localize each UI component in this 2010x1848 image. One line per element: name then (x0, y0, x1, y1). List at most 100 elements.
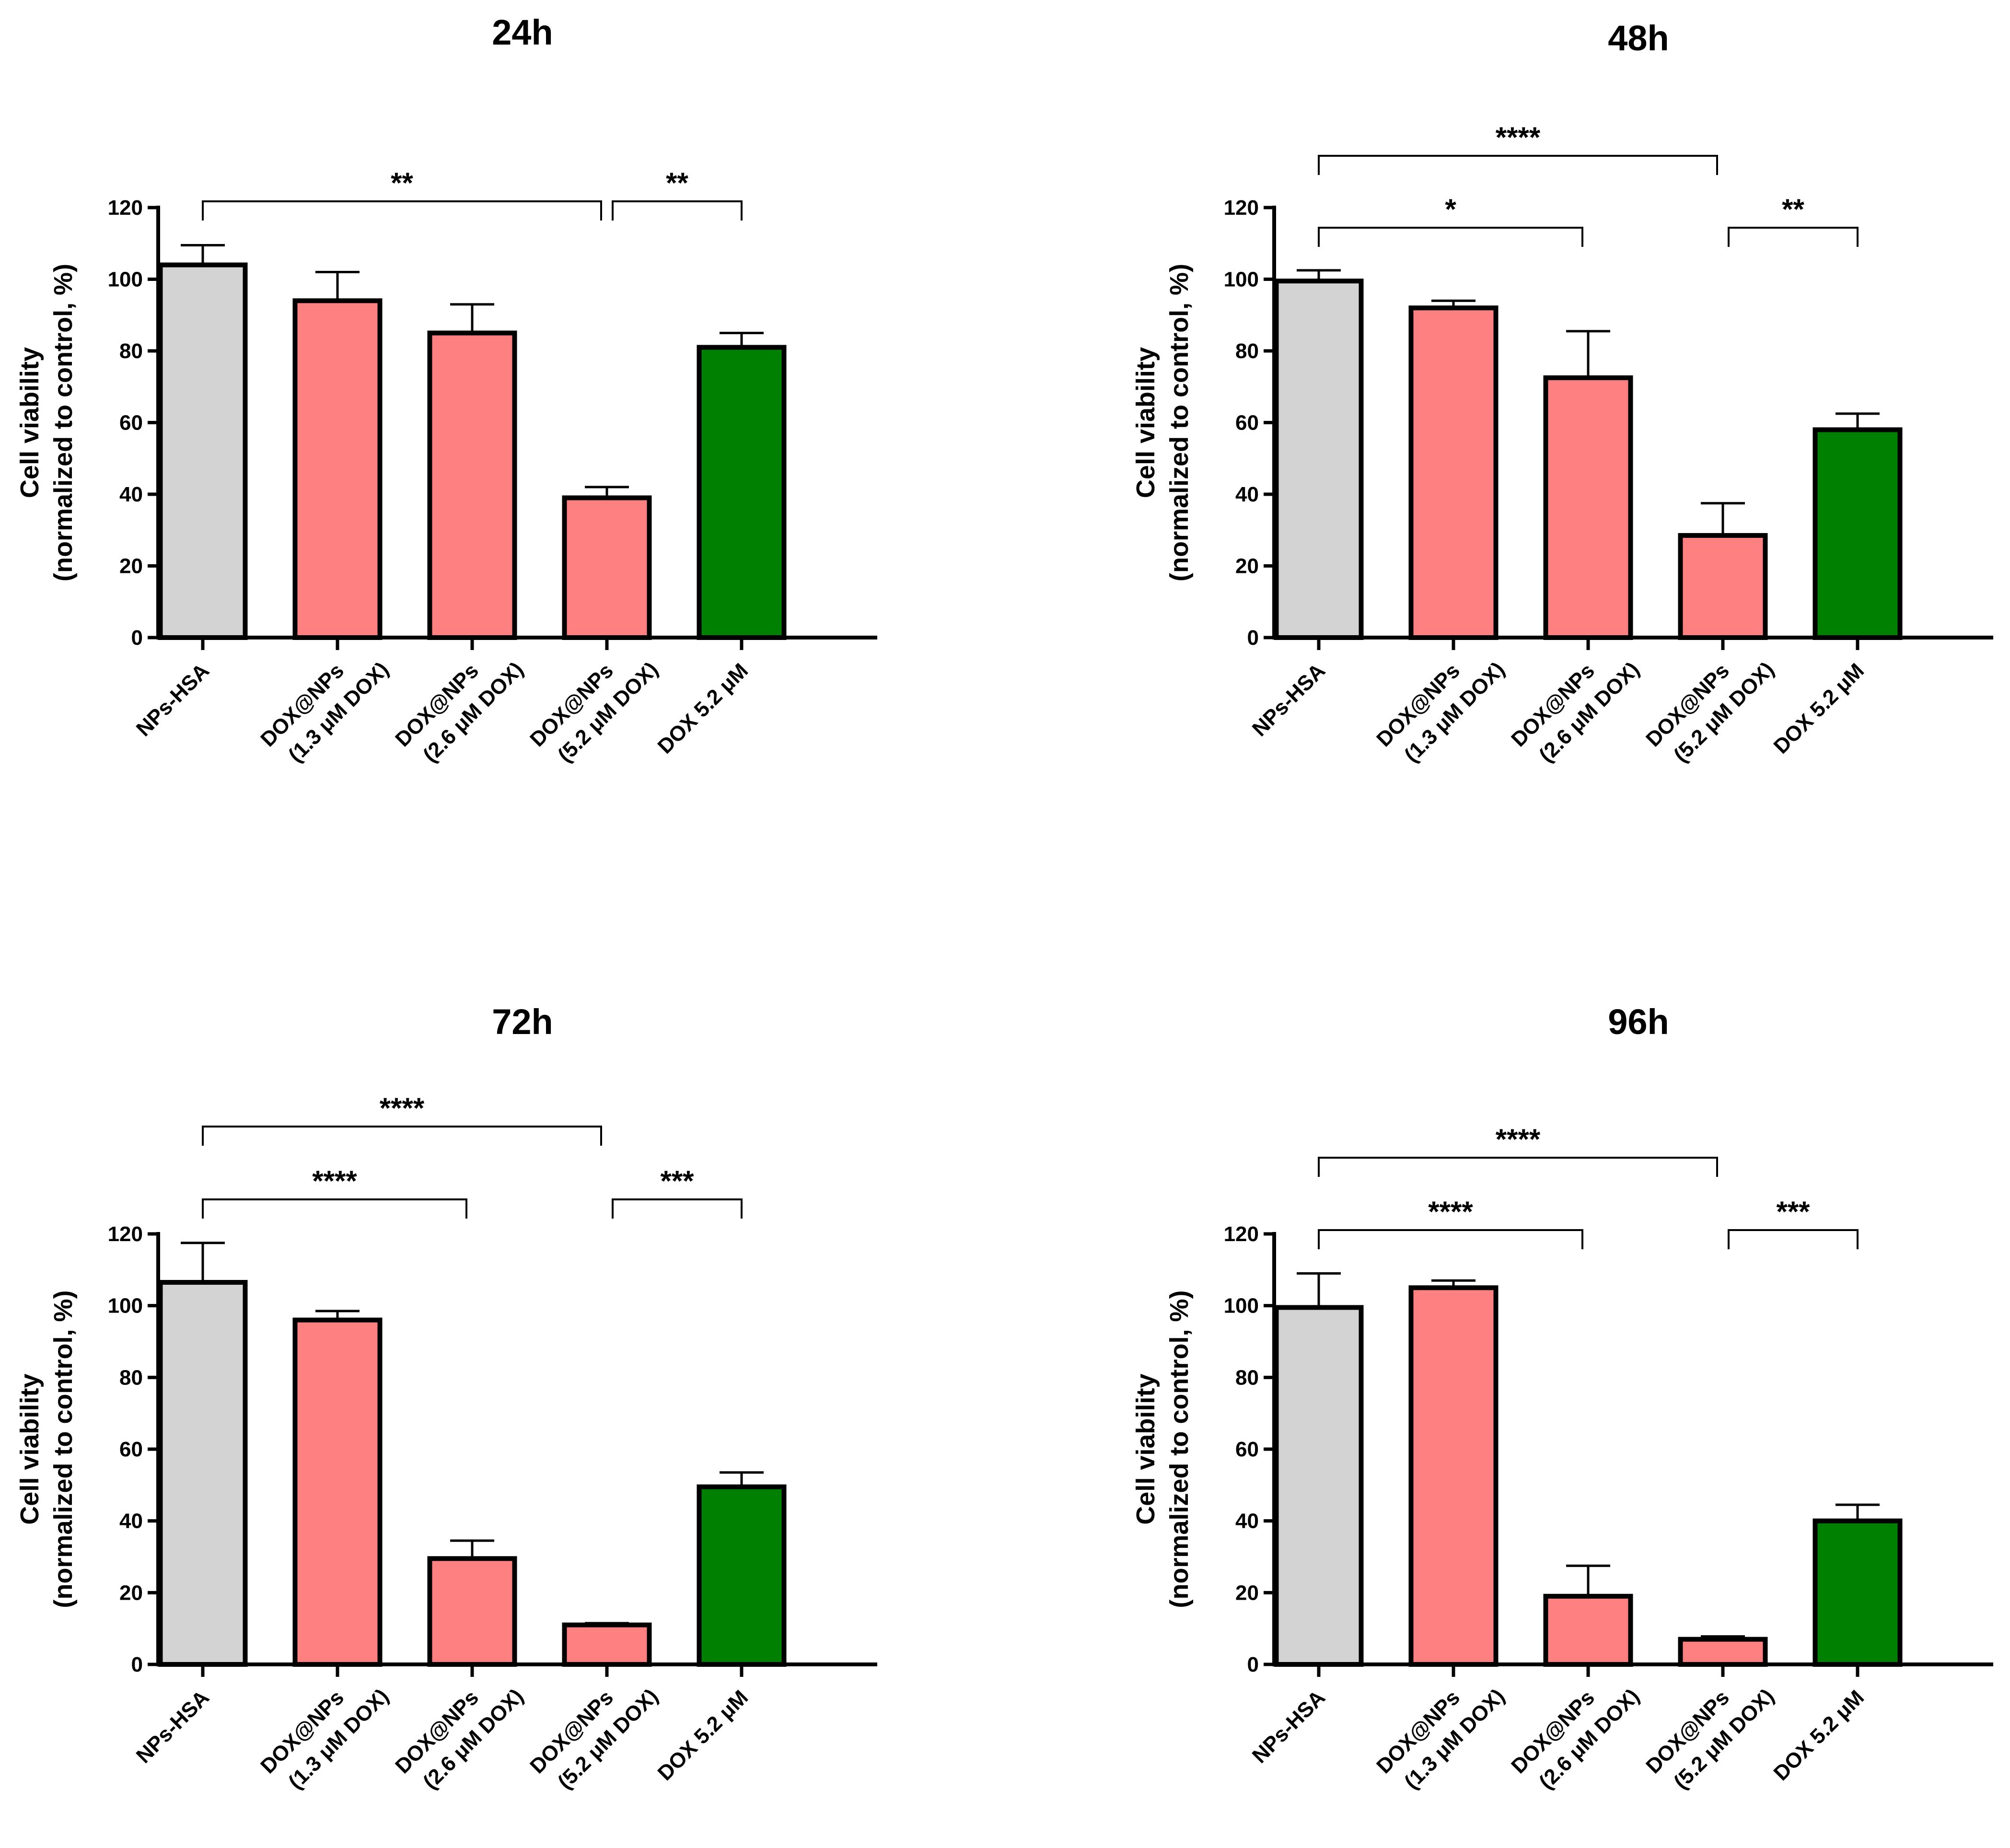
y-axis-label-line1: Cell viability (15, 347, 44, 498)
y-tick-label: 100 (108, 268, 143, 291)
y-axis-label-line2: (normalized to control, %) (49, 264, 78, 581)
y-tick-label: 0 (1247, 626, 1259, 650)
bar (562, 1622, 652, 1667)
significance-bracket (1728, 1229, 1859, 1249)
x-tick-label-line1: DOX 5.2 μM (1769, 659, 1869, 758)
significance-bracket (1728, 227, 1859, 247)
x-tick-label: NPs-HSA (132, 659, 214, 741)
chart-title: 24h (492, 12, 553, 52)
significance-label: ** (1782, 193, 1804, 225)
x-tick-label: DOX@NPs(2.6 μM DOX) (391, 1662, 528, 1800)
y-tick-label: 80 (1235, 1366, 1259, 1389)
x-tick-label-line1: NPs-HSA (132, 1685, 214, 1767)
y-tick-label: 80 (119, 339, 143, 363)
y-tick-label: 20 (119, 1581, 143, 1604)
bar (1678, 533, 1768, 640)
y-tick-label: 0 (1247, 1653, 1259, 1676)
x-tick-label: NPs-HSA (1248, 659, 1330, 741)
x-tick-label: NPs-HSA (132, 1685, 214, 1767)
y-tick-label: 80 (119, 1366, 143, 1389)
chart-panel-24h: 24h Cell viability (normalized to control,… (15, 12, 877, 773)
significance-bracket (612, 1198, 743, 1219)
y-tick-label: 100 (1224, 268, 1259, 291)
y-axis-label-line2: (normalized to control, %) (1165, 264, 1194, 581)
significance-bracket (1318, 1157, 1718, 1177)
bar (292, 1317, 383, 1667)
bar (1678, 1637, 1768, 1667)
y-axis-label-line1: Cell viability (1131, 1373, 1160, 1524)
y-tick-label: 40 (1235, 483, 1259, 506)
significance-bracket (1318, 155, 1718, 175)
significance-label: *** (1776, 1196, 1810, 1228)
x-tick-label: DOX 5.2 μM (1769, 1685, 1869, 1785)
bar (1408, 1285, 1499, 1667)
x-tick-label: DOX@NPs(5.2 μM DOX) (1641, 1662, 1778, 1800)
bar (427, 330, 517, 640)
bar (1408, 305, 1499, 640)
significance-label: **** (380, 1092, 425, 1124)
chart-title: 48h (1608, 18, 1669, 58)
significance-bracket (202, 1126, 602, 1146)
y-tick-label: 60 (119, 411, 143, 435)
x-tick-label: DOX@NPs(1.3 μM DOX) (1372, 1662, 1509, 1800)
y-tick-label: 20 (1235, 555, 1259, 578)
y-axis-label-line2: (normalized to control, %) (1165, 1290, 1194, 1608)
x-tick-label: NPs-HSA (1248, 1685, 1330, 1767)
y-tick-label: 0 (131, 626, 143, 650)
significance-bracket (202, 1198, 467, 1219)
y-axis-label-line1: Cell viability (15, 1373, 44, 1524)
x-tick-label-line1: NPs-HSA (1248, 1685, 1330, 1767)
y-axis-label: Cell viability (normalized to control, %) (1131, 264, 1194, 581)
significance-bracket (202, 200, 602, 221)
significance-label: **** (312, 1165, 357, 1197)
x-tick-label-line1: DOX 5.2 μM (653, 1685, 753, 1785)
significance-label: **** (1428, 1196, 1473, 1228)
x-tick-label: DOX@NPs(2.6 μM DOX) (391, 636, 528, 773)
y-tick-label: 80 (1235, 339, 1259, 363)
chart-title: 72h (492, 1002, 553, 1042)
x-tick-label: DOX@NPs(5.2 μM DOX) (1641, 636, 1778, 773)
bar (158, 262, 248, 640)
significance-label: **** (1496, 121, 1541, 153)
chart-panel-72h: 72h Cell viability (normalized to control,… (15, 1002, 877, 1800)
chart-panel-48h: 48h Cell viability (normalized to control,… (1131, 18, 1993, 773)
y-tick-label: 120 (1224, 196, 1259, 220)
x-tick-label: DOX@NPs(5.2 μM DOX) (525, 1662, 662, 1800)
y-tick-label: 120 (108, 1222, 143, 1246)
significance-label: * (1445, 193, 1456, 225)
bar (1543, 375, 1633, 640)
significance-label: *** (660, 1165, 694, 1197)
bar (427, 1556, 517, 1667)
x-tick-label: DOX 5.2 μM (653, 1685, 753, 1785)
significance-label: ** (666, 167, 688, 199)
y-tick-label: 100 (108, 1294, 143, 1318)
significance-label: **** (1496, 1123, 1541, 1155)
x-tick-label-line1: DOX 5.2 μM (1769, 1685, 1869, 1785)
significance-bracket (612, 200, 743, 221)
x-tick-label: DOX@NPs(1.3 μM DOX) (256, 1662, 393, 1800)
significance-bracket (1318, 227, 1583, 247)
significance-bracket (1318, 1229, 1583, 1249)
x-tick-label-line1: NPs-HSA (132, 659, 214, 741)
y-axis-label-line2: (normalized to control, %) (49, 1290, 78, 1608)
x-tick-label-line1: DOX 5.2 μM (653, 659, 753, 758)
bar (1274, 279, 1364, 640)
x-tick-label: DOX 5.2 μM (653, 659, 753, 758)
y-tick-label: 40 (1235, 1510, 1259, 1533)
x-tick-label: DOX@NPs(1.3 μM DOX) (1372, 636, 1509, 773)
y-tick-label: 40 (119, 483, 143, 506)
y-tick-label: 120 (108, 196, 143, 220)
y-axis-label: Cell viability (normalized to control, %) (15, 264, 78, 581)
y-tick-label: 120 (1224, 1222, 1259, 1246)
y-tick-label: 40 (119, 1510, 143, 1533)
y-tick-label: 100 (1224, 1294, 1259, 1318)
bar (697, 1484, 787, 1667)
chart-title: 96h (1608, 1002, 1669, 1042)
y-tick-label: 20 (119, 555, 143, 578)
significance-label: ** (391, 167, 413, 199)
x-tick-label: DOX@NPs(1.3 μM DOX) (256, 636, 393, 773)
x-tick-label-line1: NPs-HSA (1248, 659, 1330, 741)
bar (158, 1280, 248, 1667)
x-tick-label: DOX@NPs(2.6 μM DOX) (1507, 636, 1644, 773)
